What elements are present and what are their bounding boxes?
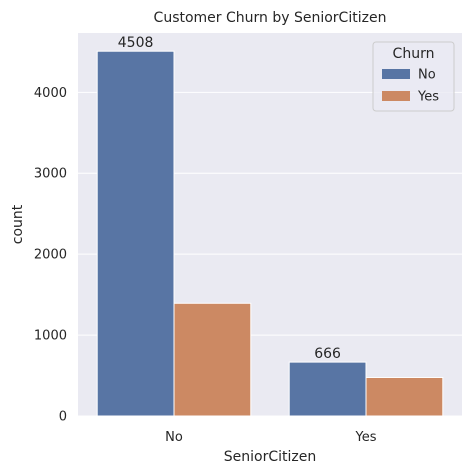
y-tick-label: 1000 <box>34 329 67 344</box>
bar <box>288 361 367 417</box>
bar <box>173 302 252 417</box>
legend: Churn No Yes <box>372 41 455 112</box>
bars <box>96 50 444 417</box>
legend-label: No <box>418 68 436 83</box>
bar <box>96 50 175 417</box>
bar <box>365 376 444 417</box>
y-tick-label: 0 <box>59 410 67 425</box>
bar-value-label: 666 <box>314 346 341 362</box>
x-tick-label: No <box>165 430 183 445</box>
y-axis-label: count <box>10 204 26 244</box>
y-tick-label: 3000 <box>34 167 67 182</box>
x-axis-label: SeniorCitizen <box>224 449 316 465</box>
legend-label: Yes <box>417 90 439 105</box>
legend-items: No Yes <box>382 68 439 105</box>
x-tick-label: Yes <box>355 430 377 445</box>
y-tick-label: 2000 <box>34 248 67 263</box>
data-labels: 4508 666 <box>118 35 341 362</box>
legend-title: Churn <box>393 46 435 62</box>
bar-value-label: 4508 <box>118 35 154 51</box>
y-tick-labels: 0 1000 2000 3000 4000 <box>34 86 67 425</box>
legend-swatch <box>382 69 410 79</box>
y-tick-label: 4000 <box>34 86 67 101</box>
chart-title: Customer Churn by SeniorCitizen <box>154 10 387 26</box>
legend-swatch <box>382 91 410 101</box>
x-tick-labels: No Yes <box>165 430 377 445</box>
